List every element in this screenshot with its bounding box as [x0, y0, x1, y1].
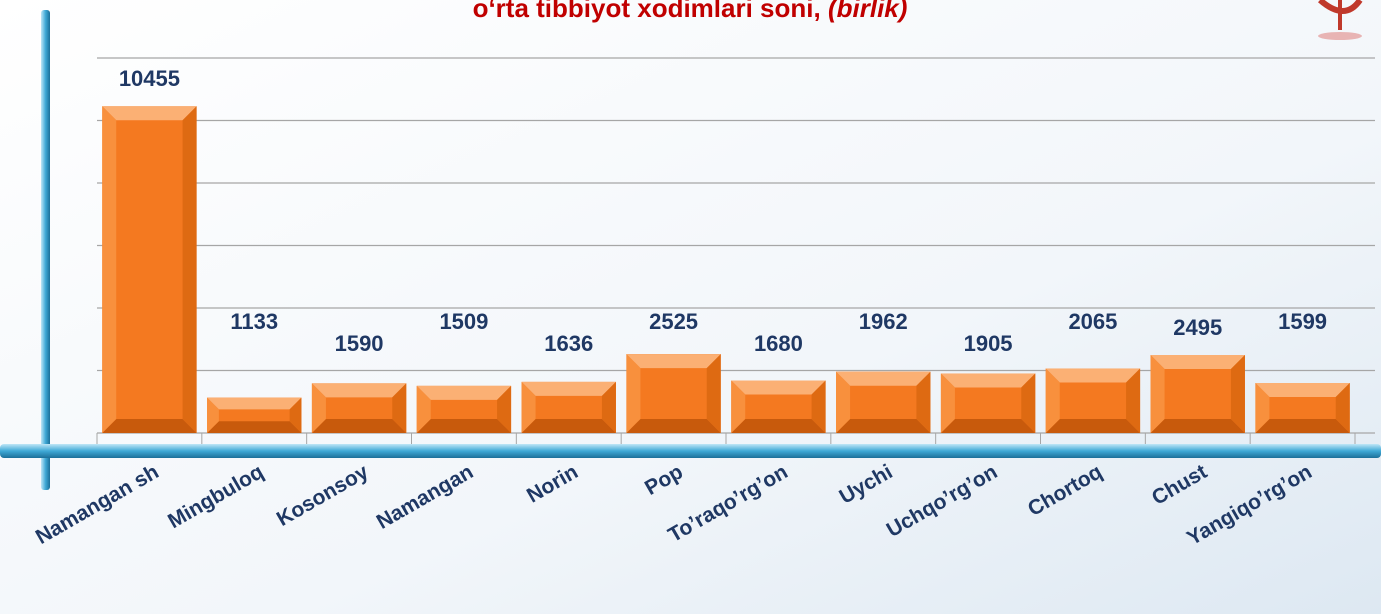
bar-bevel: [416, 385, 512, 400]
bar-bevel: [102, 106, 117, 433]
bar-bevel: [1335, 383, 1350, 433]
title-note: (birlik): [828, 0, 907, 23]
bar-bevel: [311, 383, 326, 433]
bar-bevel: [1255, 383, 1270, 433]
bar-bevel: [601, 381, 616, 433]
bar-bevel: [626, 354, 721, 369]
bar-bevel: [207, 421, 302, 433]
bar-bevel: [102, 419, 197, 433]
bar-bevel: [626, 354, 641, 433]
value-label: 2065: [1068, 309, 1117, 334]
value-label: 1590: [335, 331, 384, 356]
bar-bevel: [916, 371, 931, 433]
bar-bevel: [521, 381, 536, 433]
bar-bevel: [1126, 368, 1141, 433]
bar-bevel: [311, 419, 407, 433]
value-label: 1905: [964, 331, 1013, 356]
bar-bevel: [497, 385, 512, 433]
bar-bevel: [311, 383, 407, 398]
bar-bevel: [1045, 419, 1141, 433]
bar-bevel: [182, 106, 197, 433]
bar-bevel: [1045, 368, 1141, 383]
bar-bevel: [521, 381, 616, 396]
bar-bevel: [207, 397, 302, 410]
bar-bevel: [731, 380, 746, 433]
axis-decoration: [41, 10, 50, 490]
bar-bevel: [1255, 419, 1350, 433]
value-label: 1133: [230, 309, 278, 334]
value-label: 2525: [649, 309, 698, 334]
bar-bevel: [1045, 368, 1060, 433]
bar-bevel: [1150, 419, 1245, 433]
bar-bevel: [521, 419, 616, 433]
bar-bevel: [1230, 355, 1245, 433]
value-label: 1680: [754, 331, 803, 356]
value-label: 1509: [439, 309, 488, 334]
value-label: 2495: [1173, 315, 1222, 340]
bar-bevel: [1150, 355, 1165, 433]
bar-bevel: [1255, 383, 1350, 398]
bar-bevel: [416, 419, 512, 433]
bar-bevel: [731, 419, 826, 433]
bar-bevel: [836, 371, 931, 386]
value-label: 1962: [859, 309, 908, 334]
logo: [1318, 0, 1363, 40]
bar: [102, 106, 197, 433]
value-label: 10455: [119, 66, 180, 91]
value-label: 1599: [1278, 309, 1327, 334]
bar-bevel: [1021, 373, 1036, 433]
chart-title: o‘rta tibbiyot xodimlari soni, (birlik): [473, 0, 908, 23]
title-text: o‘rta tibbiyot xodimlari soni,: [473, 0, 821, 23]
value-label: 1636: [544, 331, 593, 356]
bar-bevel: [289, 397, 302, 433]
base-decoration: [0, 444, 1381, 458]
bar-bevel: [392, 383, 407, 433]
bar-bevel: [811, 380, 826, 433]
bar-bevel: [940, 373, 1036, 388]
bar-bevel: [836, 371, 851, 433]
bar-bevel: [207, 397, 219, 433]
bar-bevel: [940, 419, 1036, 433]
bar-bevel: [1150, 355, 1245, 370]
bar-bevel: [102, 106, 197, 121]
bar-bevel: [731, 380, 826, 395]
bar-bevel: [940, 373, 955, 433]
bar-bevel: [706, 354, 721, 433]
bar-bevel: [416, 385, 431, 433]
bar-bevel: [626, 419, 721, 433]
bar-bevel: [836, 419, 931, 433]
